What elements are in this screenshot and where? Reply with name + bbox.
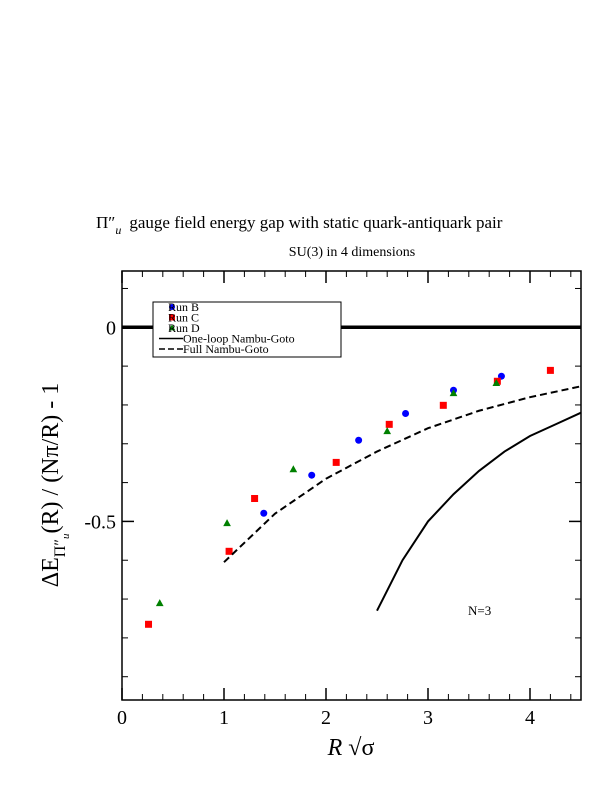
y-label-sub: Π″ <box>52 539 69 557</box>
data-point <box>223 519 231 527</box>
annotation: N=3 <box>468 603 491 618</box>
y-tick-label: 0 <box>106 317 116 339</box>
y-tick-label: -0.5 <box>84 511 116 533</box>
data-point <box>492 379 501 386</box>
y-label-suffix: (R) / (Nπ/R) - 1 <box>38 383 64 534</box>
data-point <box>402 409 410 417</box>
chart-title: Π″u gauge field energy gap with static qu… <box>96 213 503 237</box>
data-point <box>155 599 164 607</box>
plot-frame <box>121 270 582 701</box>
legend-label: Full Nambu-Goto <box>183 342 269 356</box>
legend-box <box>152 301 342 358</box>
legend-marker <box>169 314 175 321</box>
legend-label: Run D <box>168 321 200 335</box>
chart-subtitle: SU(3) in 4 dimensions <box>289 245 415 260</box>
x-tick-label: 1 <box>219 707 229 729</box>
legend-label: Run B <box>168 300 199 314</box>
data-point <box>289 465 298 473</box>
legend-marker <box>168 324 176 331</box>
x-axis-label: R √σ <box>327 735 375 761</box>
data-point <box>449 389 458 397</box>
data-point <box>251 495 259 503</box>
legend-marker <box>169 304 175 310</box>
data-point <box>308 471 316 479</box>
data-point <box>439 401 447 409</box>
curve <box>223 385 582 563</box>
y-axis-label: ΔEΠ″u(R) / (Nπ/R) - 1 <box>38 383 72 588</box>
data-point <box>385 420 393 428</box>
data-point <box>145 620 153 628</box>
title-symbol: Π″ <box>96 213 115 232</box>
data-point <box>355 436 363 444</box>
data-point <box>383 427 392 435</box>
data-point <box>260 509 268 517</box>
title-subscript: u <box>115 223 121 237</box>
x-tick-label: 4 <box>525 707 535 729</box>
data-point <box>332 458 340 466</box>
x-tick-label: 0 <box>117 707 127 729</box>
y-label-subsub: u <box>60 533 72 539</box>
data-point <box>546 366 554 374</box>
data-point <box>225 547 233 555</box>
x-tick-label: 2 <box>321 707 331 729</box>
x-label-variable: R <box>327 735 343 761</box>
legend-label: One-loop Nambu-Goto <box>183 332 295 346</box>
curve <box>376 411 582 612</box>
x-label-root: √σ <box>348 735 374 761</box>
legend-label: Run C <box>168 311 199 325</box>
title-text: gauge field energy gap with static quark… <box>129 213 502 232</box>
x-tick-label: 3 <box>423 707 433 729</box>
y-label-prefix: ΔE <box>38 557 64 587</box>
